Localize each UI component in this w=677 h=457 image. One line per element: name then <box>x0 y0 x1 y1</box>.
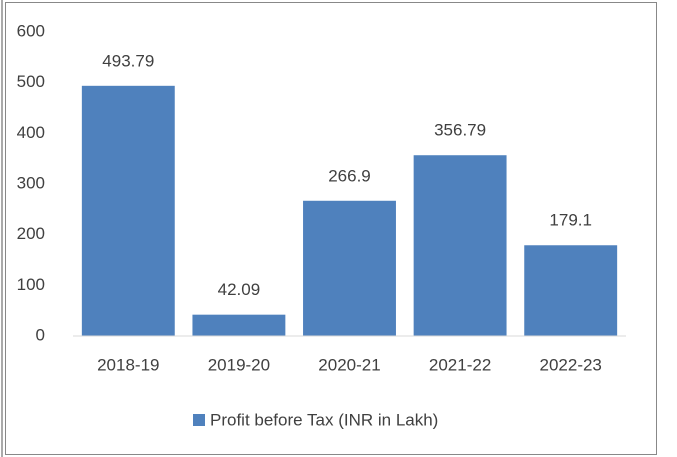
frame <box>5 2 657 455</box>
bar <box>81 85 175 336</box>
data-label: 356.79 <box>434 121 486 140</box>
x-tick-label: 2021-22 <box>429 355 491 374</box>
y-tick-label: 100 <box>17 275 45 294</box>
data-label: 42.09 <box>218 280 261 299</box>
bar <box>192 314 286 336</box>
legend-swatch <box>193 414 205 426</box>
data-label: 179.1 <box>549 211 592 230</box>
x-tick-label: 2019-20 <box>208 355 270 374</box>
y-tick-label: 400 <box>17 123 45 142</box>
y-tick-label: 0 <box>36 325 45 344</box>
x-tick-label: 2022-23 <box>540 355 602 374</box>
data-label: 266.9 <box>328 166 371 185</box>
x-tick-label: 2018-19 <box>97 355 159 374</box>
data-label: 493.79 <box>102 51 154 70</box>
y-tick-label: 300 <box>17 173 45 192</box>
bar <box>303 200 396 336</box>
x-tick-label: 2020-21 <box>318 355 380 374</box>
y-tick-label: 600 <box>17 21 45 40</box>
bar <box>413 155 507 336</box>
y-tick-label: 200 <box>17 224 45 243</box>
y-tick-label: 500 <box>17 72 45 91</box>
legend-label: Profit before Tax (INR in Lakh) <box>210 410 438 429</box>
bar <box>524 245 618 336</box>
